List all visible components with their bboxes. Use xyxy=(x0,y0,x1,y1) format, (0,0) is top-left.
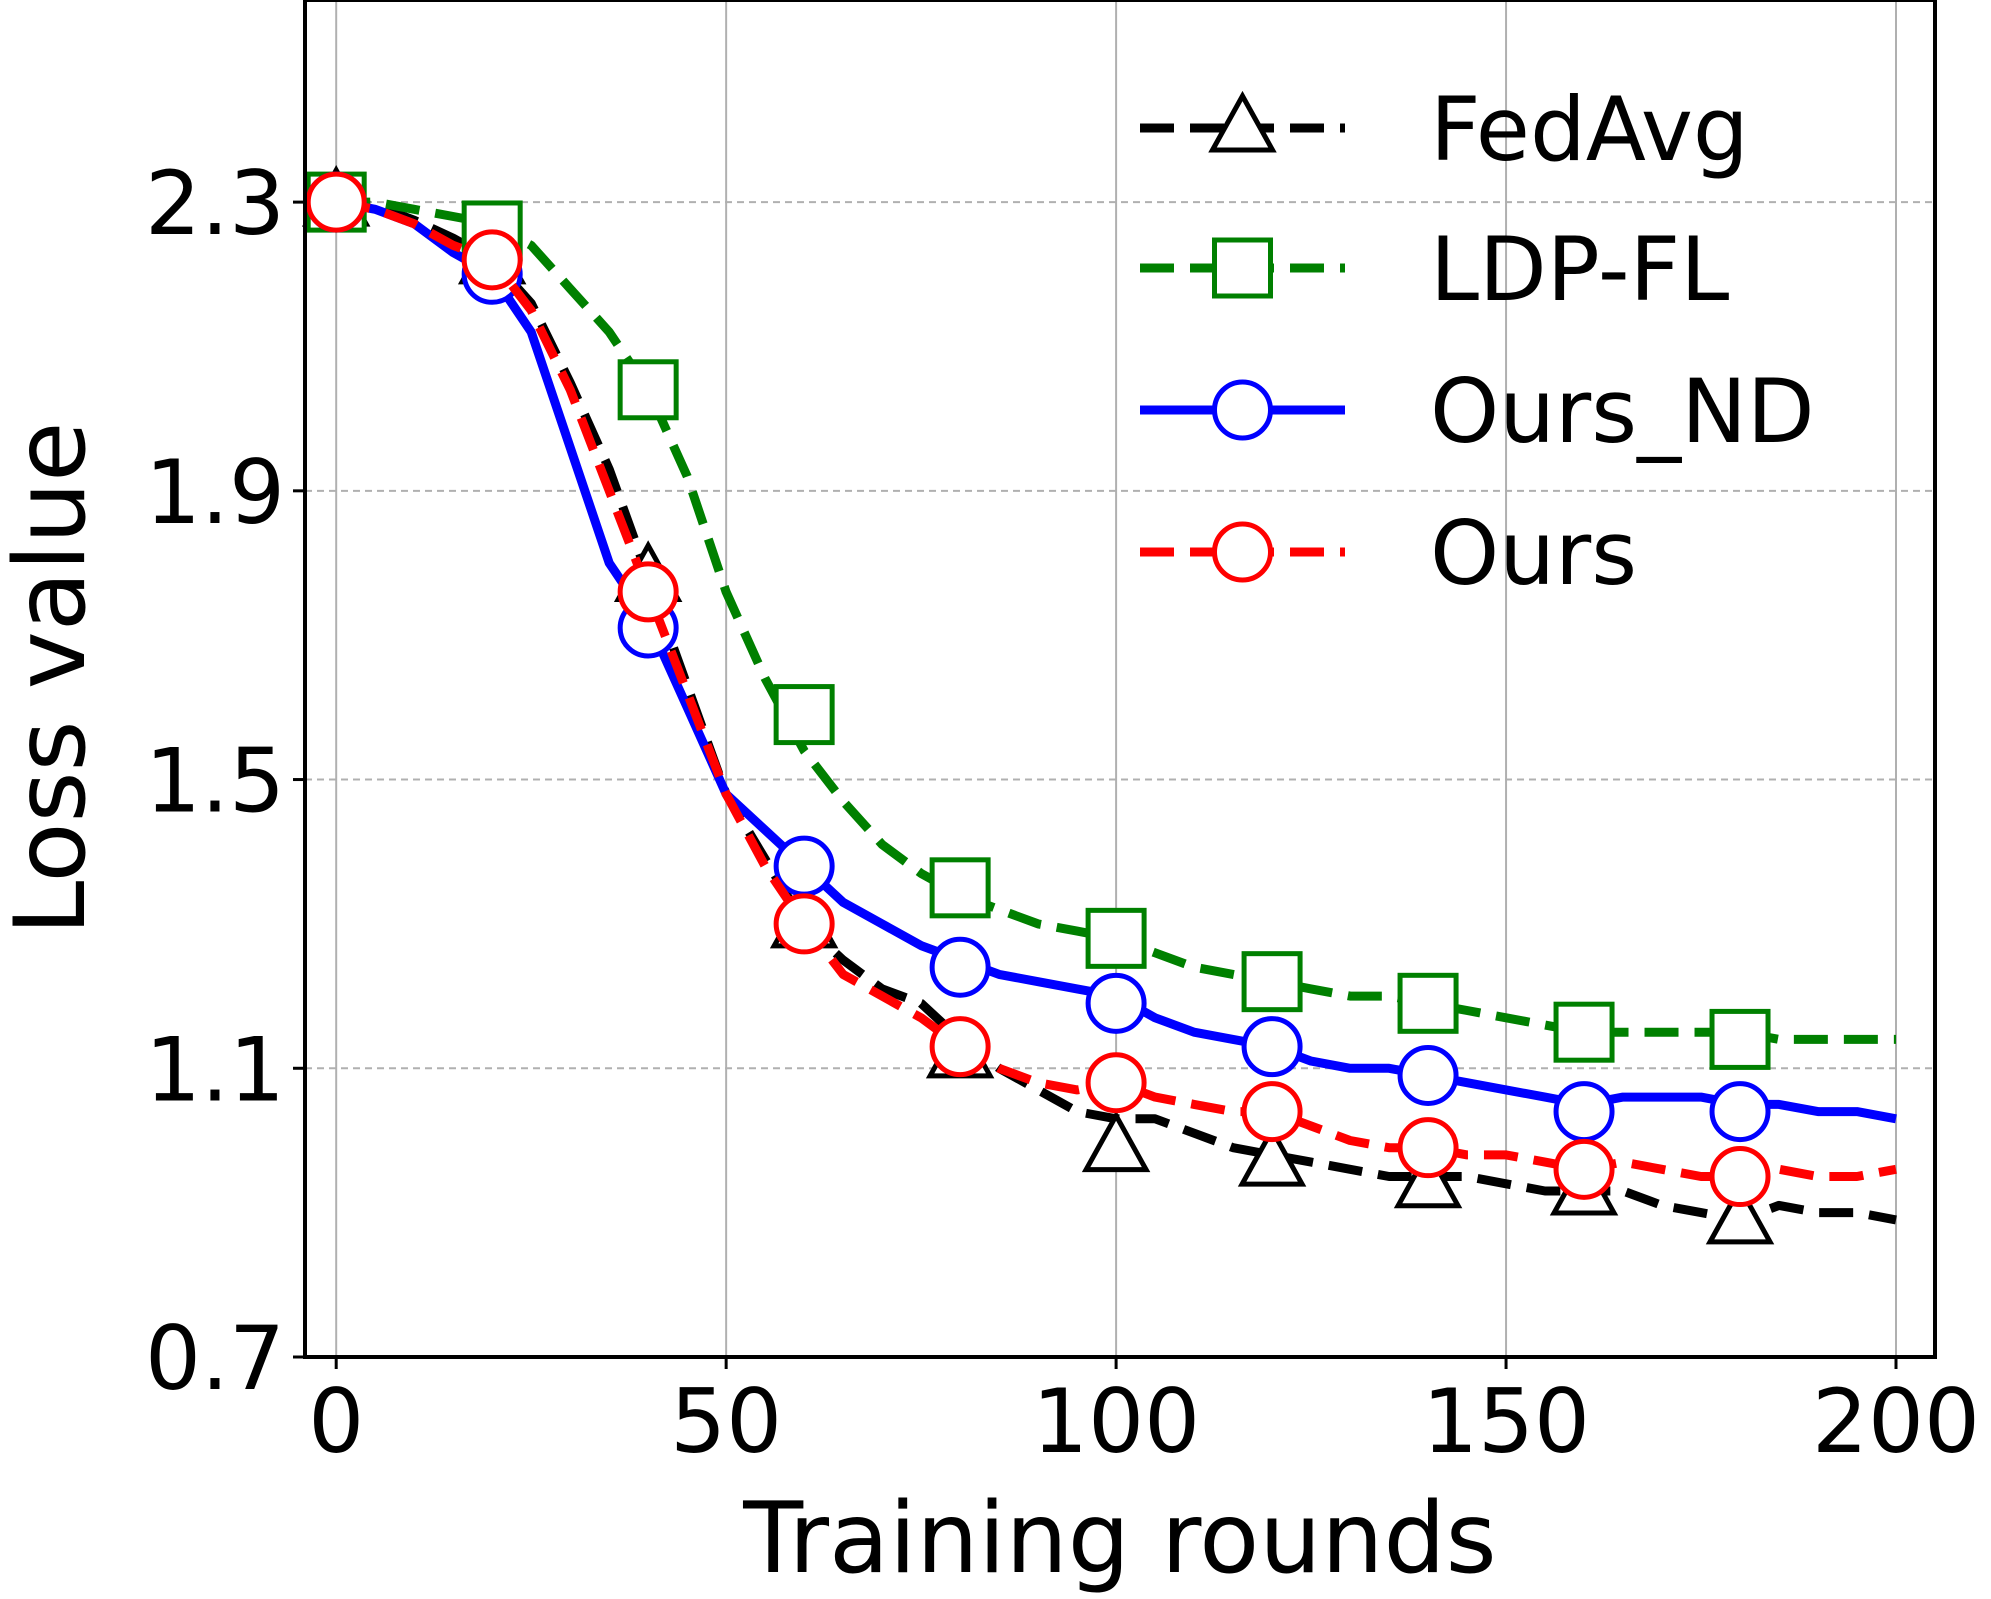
y-tick-label-4: 2.3 xyxy=(145,152,285,255)
marker-ours-0 xyxy=(305,171,367,233)
marker-ldp-fl-6 xyxy=(1241,951,1303,1013)
plot-frame xyxy=(303,0,1937,1359)
marker-ours-5 xyxy=(1085,1052,1147,1114)
axis-ticks: 0 50 100 150 200 0.7 1.1 1.5 1.9 2.3 xyxy=(145,152,1980,1473)
legend-item-ldp-fl: LDP-FL xyxy=(1140,218,1729,321)
legend-item-ours: Ours xyxy=(1140,502,1637,605)
marker-ours-nd-5 xyxy=(1085,972,1147,1034)
marker-ours-nd-8 xyxy=(1553,1081,1615,1143)
legend-item-fedavg: FedAvg xyxy=(1140,78,1749,181)
y-tick-label-0: 0.7 xyxy=(145,1307,285,1410)
marker-ldp-fl-2 xyxy=(617,359,679,421)
legend-label-ldp-fl: LDP-FL xyxy=(1430,218,1729,321)
marker-ours-8 xyxy=(1553,1138,1615,1200)
legend-marker-ours-nd xyxy=(1212,379,1273,441)
marker-ours-7 xyxy=(1397,1117,1459,1179)
legend-label-fedavg: FedAvg xyxy=(1430,78,1749,181)
marker-ours-nd-9 xyxy=(1709,1081,1771,1143)
x-axis-title: Training rounds xyxy=(742,1482,1496,1594)
marker-ours-4 xyxy=(929,1016,991,1078)
marker-ldp-fl-3 xyxy=(773,684,835,746)
marker-fedavg-7 xyxy=(1393,1146,1463,1209)
series-ours xyxy=(305,171,1897,1208)
series-layer xyxy=(301,164,1897,1245)
series-ldp-fl xyxy=(305,171,1896,1070)
y-tick-label-3: 1.9 xyxy=(145,441,285,544)
marker-fedavg-5 xyxy=(1081,1110,1151,1173)
marker-ours-nd-3 xyxy=(773,835,835,897)
x-tick-label-3: 150 xyxy=(1422,1370,1590,1473)
marker-ldp-fl-5 xyxy=(1085,907,1147,969)
x-tick-label-4: 200 xyxy=(1812,1370,1980,1473)
legend-label-ours: Ours xyxy=(1430,502,1637,605)
x-tick-label-0: 0 xyxy=(308,1370,364,1473)
marker-ours-nd-6 xyxy=(1241,1016,1303,1078)
marker-ldp-fl-4 xyxy=(929,857,991,919)
marker-ours-3 xyxy=(773,893,835,955)
x-tick-label-2: 100 xyxy=(1032,1370,1200,1473)
marker-ours-1 xyxy=(461,229,523,291)
legend-marker-ldp-fl xyxy=(1212,237,1273,299)
legend-marker-fedavg xyxy=(1208,90,1277,153)
y-tick-label-1: 1.1 xyxy=(145,1018,285,1121)
marker-ours-9 xyxy=(1709,1146,1771,1208)
y-tick-label-2: 1.5 xyxy=(145,730,285,833)
legend-item-ours-nd: Ours_ND xyxy=(1140,360,1815,463)
legend: FedAvg LDP-FL Ours_ND Ours xyxy=(1140,78,1815,605)
marker-ldp-fl-7 xyxy=(1397,972,1459,1034)
marker-fedavg-6 xyxy=(1237,1124,1307,1187)
legend-label-ours-nd: Ours_ND xyxy=(1430,360,1815,463)
marker-ours-nd-4 xyxy=(929,936,991,998)
x-tick-label-1: 50 xyxy=(670,1370,782,1473)
marker-ldp-fl-8 xyxy=(1553,1001,1615,1063)
marker-ours-nd-7 xyxy=(1397,1044,1459,1106)
marker-ours-2 xyxy=(617,561,679,623)
marker-ldp-fl-9 xyxy=(1709,1008,1771,1070)
marker-fedavg-9 xyxy=(1705,1182,1775,1245)
marker-ours-6 xyxy=(1241,1081,1303,1143)
legend-marker-ours xyxy=(1212,521,1273,583)
y-axis-title: Loss value xyxy=(0,422,108,936)
